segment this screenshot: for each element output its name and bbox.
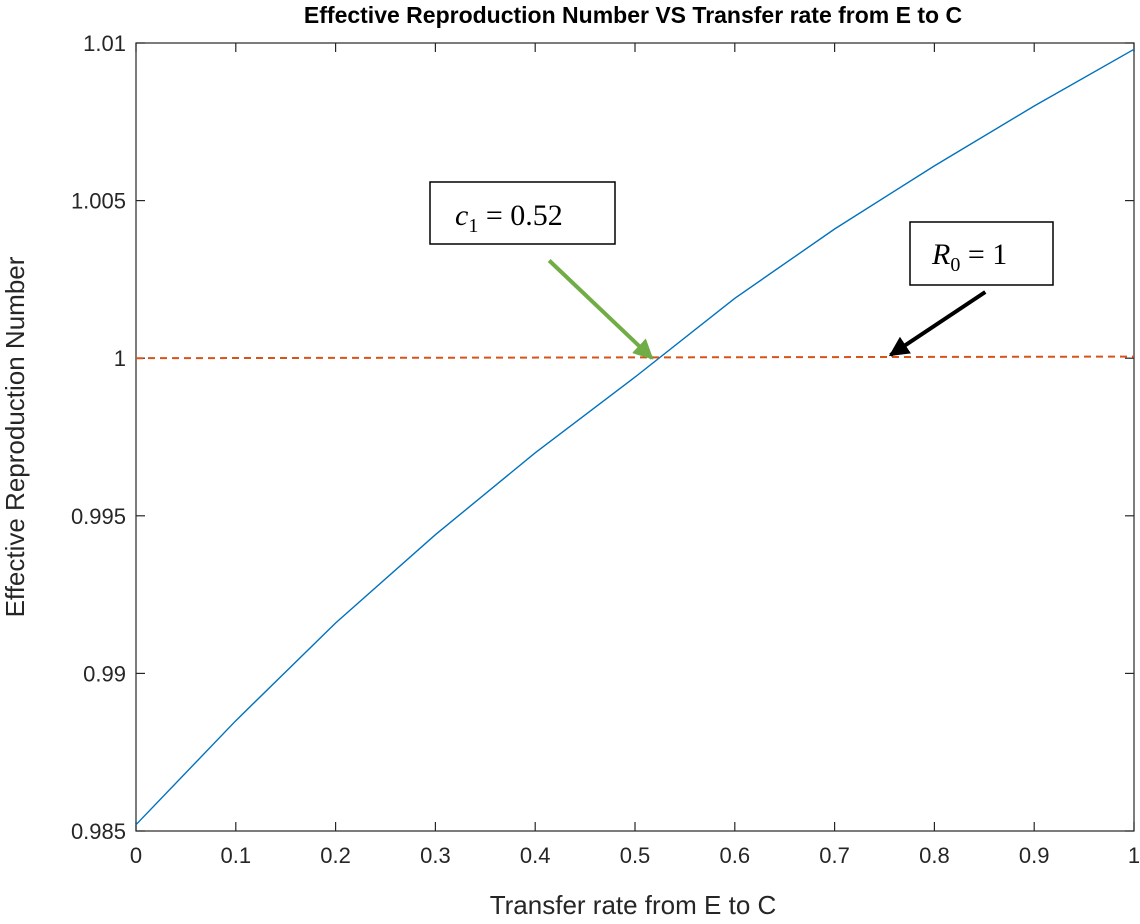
y-tick-label: 0.985 bbox=[71, 819, 126, 844]
x-tick-label: 0.5 bbox=[620, 843, 651, 868]
annotation-r0-box bbox=[909, 221, 1054, 286]
x-tick-label: 0.8 bbox=[919, 843, 950, 868]
y-tick-label: 1.005 bbox=[71, 189, 126, 214]
x-tick-label: 0.2 bbox=[320, 843, 351, 868]
x-tick-label: 0.6 bbox=[720, 843, 751, 868]
x-axis-label: Transfer rate from E to C bbox=[490, 890, 777, 920]
annotation-c1-value: = 0.52 bbox=[478, 199, 562, 232]
y-axis-label: Effective Reproduction Number bbox=[0, 256, 30, 617]
y-tick-label: 0.99 bbox=[83, 661, 126, 686]
y-tick-label: 1.01 bbox=[83, 31, 126, 56]
annotation-r0-value: = 1 bbox=[960, 238, 1007, 271]
x-tick-label: 0.1 bbox=[221, 843, 252, 868]
annotation-c1-symbol: c bbox=[455, 199, 468, 232]
x-tick-label: 0.4 bbox=[520, 843, 551, 868]
x-tick-label: 0.3 bbox=[420, 843, 451, 868]
annotation-c1-box bbox=[429, 181, 616, 245]
chart-title: Effective Reproduction Number VS Transfe… bbox=[304, 2, 962, 28]
series-layer bbox=[135, 48, 1135, 826]
annotation-r0-subscript: 0 bbox=[950, 254, 960, 276]
annotation-r0-arrow bbox=[888, 290, 987, 357]
annotation-r0-symbol: R bbox=[931, 238, 950, 271]
x-tick-label: 0 bbox=[130, 843, 142, 868]
y-tick-label: 1 bbox=[114, 346, 126, 371]
x-tick-label: 0.9 bbox=[1019, 843, 1050, 868]
x-tick-label: 1 bbox=[1128, 843, 1140, 868]
annotation-c1-subscript: 1 bbox=[468, 215, 478, 237]
series-line-1 bbox=[135, 48, 1135, 826]
y-tick-label: 0.995 bbox=[71, 504, 126, 529]
annotation-r0-label: R0 = 1 bbox=[931, 238, 1007, 276]
annotation-r0: R0 = 1 bbox=[888, 221, 1054, 357]
x-tick-label: 0.7 bbox=[819, 843, 850, 868]
annotation-c1-arrow bbox=[547, 259, 654, 360]
plot-area bbox=[135, 42, 1135, 832]
annotation-c1: c1 = 0.52 bbox=[429, 181, 654, 360]
y-axis-ticks: 0.985 0.99 0.995 1 1.005 1.01 bbox=[71, 31, 1134, 844]
annotation-c1-label: c1 = 0.52 bbox=[455, 199, 563, 237]
series-line-2 bbox=[135, 355, 1135, 360]
x-axis-ticks: 0 0.1 0.2 0.3 0.4 0.5 0.6 0.7 0.8 0.9 1 bbox=[130, 43, 1140, 868]
